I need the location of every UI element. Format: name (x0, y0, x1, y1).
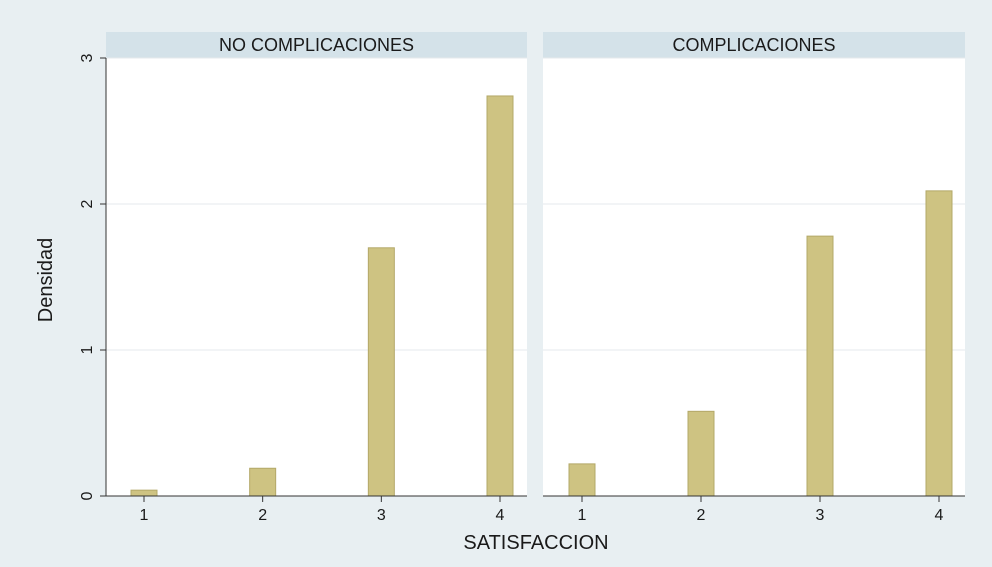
bar (806, 235, 834, 497)
x-tick-label: 2 (697, 507, 706, 524)
panels-group: NO COMPLICACIONES 1 2 3 4 0 1 2 3 COMPLICACIONES 1… (79, 32, 965, 524)
y-axis-label: Densidad (35, 238, 57, 323)
bar (568, 463, 596, 497)
bar (367, 247, 395, 497)
panel-2: COMPLICACIONES 1 2 3 4 (543, 32, 965, 524)
x-tick-label: 4 (496, 507, 505, 524)
x-tick-label: 1 (578, 507, 587, 524)
panel-title: NO COMPLICACIONES (219, 35, 414, 55)
panel-header (543, 32, 965, 58)
x-tick-label: 4 (935, 507, 944, 524)
x-tick-label: 3 (816, 507, 825, 524)
panel-1: NO COMPLICACIONES 1 2 3 4 0 1 2 3 (79, 32, 527, 524)
plot-area (543, 58, 965, 496)
x-tick-label: 3 (377, 507, 386, 524)
y-tick-label: 1 (79, 345, 96, 354)
y-tick-label: 2 (79, 199, 96, 208)
x-tick-label: 1 (140, 507, 149, 524)
x-tick-label: 2 (258, 507, 267, 524)
bar (249, 467, 277, 497)
y-tick-label: 3 (79, 53, 96, 62)
x-axis-label: SATISFACCION (463, 532, 608, 554)
bar (687, 410, 715, 497)
bar (130, 489, 158, 497)
bar (486, 95, 514, 497)
panel-header (106, 32, 527, 58)
panel-title: COMPLICACIONES (672, 35, 835, 55)
plot-area (106, 58, 527, 496)
y-tick-label: 0 (79, 491, 96, 500)
bar (925, 190, 953, 497)
